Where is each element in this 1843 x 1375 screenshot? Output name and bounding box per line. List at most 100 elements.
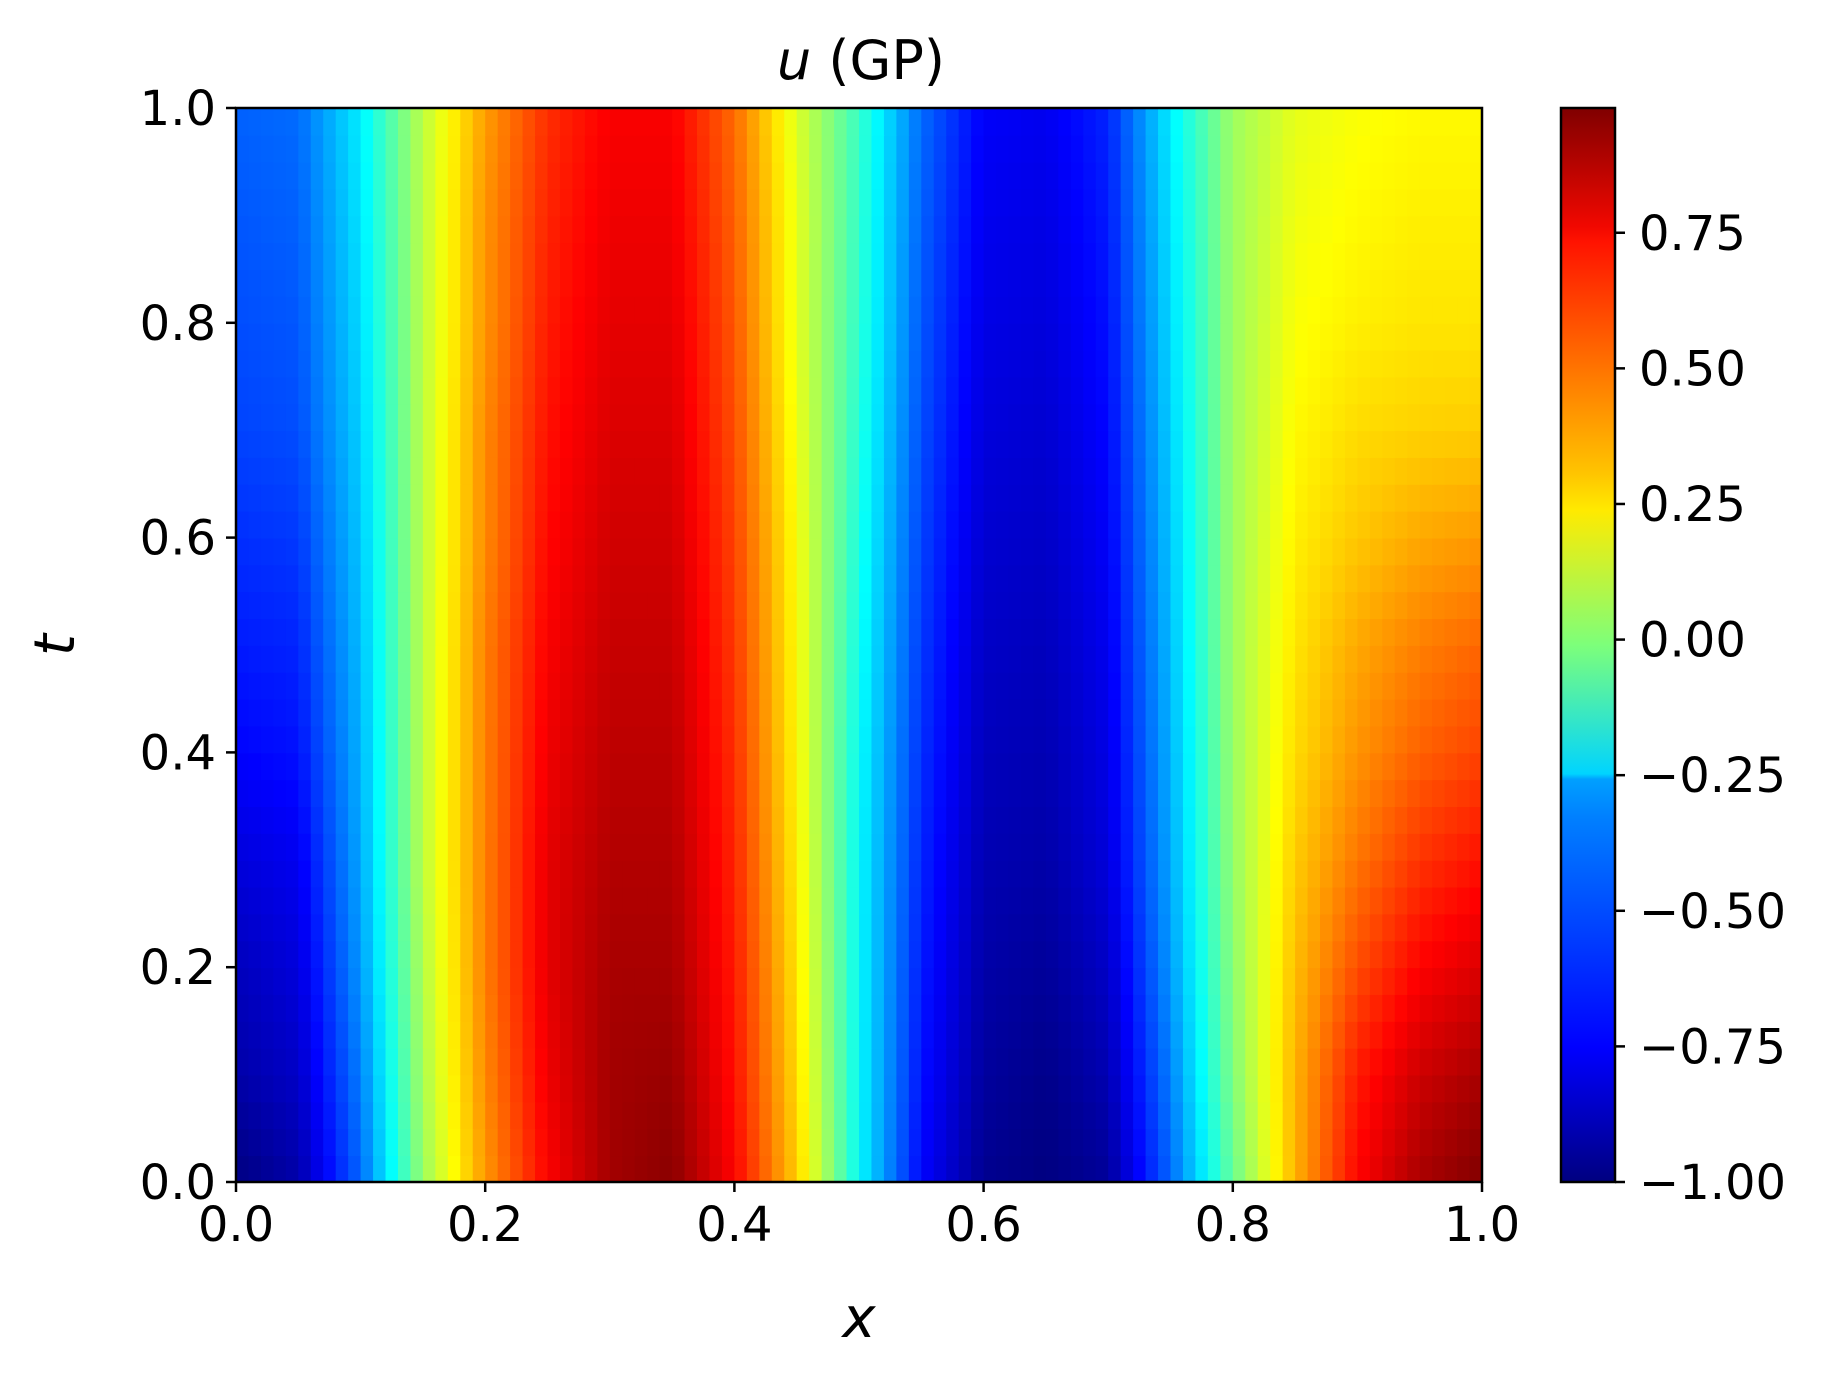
heatmap-cell: [697, 752, 711, 781]
heatmap-cell: [1382, 430, 1396, 458]
heatmap-cell: [784, 430, 798, 458]
heatmap-cell: [1295, 1101, 1309, 1130]
heatmap-cell: [609, 671, 624, 700]
heatmap-cell: [1407, 161, 1421, 190]
heatmap-cell: [248, 725, 262, 754]
heatmap-cell: [709, 242, 723, 270]
heatmap-cell: [360, 832, 374, 861]
heatmap-cell: [285, 1155, 300, 1183]
heatmap-cell: [933, 457, 948, 485]
heatmap-cell: [946, 725, 960, 754]
heatmap-cell: [996, 1101, 1010, 1130]
heatmap-cell: [1195, 564, 1209, 593]
heatmap-cell: [1357, 295, 1371, 324]
heatmap-cell: [1182, 1101, 1197, 1130]
heatmap-cell: [422, 403, 437, 432]
heatmap-cell: [572, 591, 586, 620]
heatmap-cell: [348, 322, 362, 351]
heatmap-cell: [1394, 215, 1409, 244]
heatmap-cell: [1158, 564, 1172, 593]
heatmap-cell: [1282, 134, 1296, 163]
heatmap-cell: [1307, 1047, 1321, 1076]
heatmap-cell: [584, 591, 599, 620]
heatmap-cell: [1369, 1155, 1384, 1183]
heatmap-cell: [1133, 806, 1147, 834]
heatmap-cell: [535, 269, 549, 297]
heatmap-cell: [584, 457, 599, 485]
heatmap-cell: [672, 483, 686, 512]
heatmap-cell: [559, 645, 574, 673]
heatmap-cell: [1320, 967, 1334, 995]
heatmap-cell: [908, 591, 923, 620]
heatmap-cell: [659, 967, 673, 995]
heatmap-cell: [348, 564, 362, 593]
heatmap-cell: [784, 188, 798, 217]
heatmap-cell: [1432, 1074, 1446, 1103]
heatmap-cell: [697, 1020, 711, 1049]
heatmap-cell: [460, 376, 474, 405]
heatmap-cell: [422, 886, 437, 915]
heatmap-cell: [1282, 886, 1296, 915]
heatmap-cell: [559, 322, 574, 351]
heatmap-cell: [946, 779, 960, 807]
heatmap-cell: [522, 483, 536, 512]
heatmap-cell: [535, 806, 549, 834]
heatmap-cell: [373, 215, 387, 244]
heatmap-cell: [1307, 967, 1321, 995]
heatmap-cell: [510, 752, 524, 781]
heatmap-cell: [1170, 1101, 1184, 1130]
heatmap-cell: [659, 994, 673, 1022]
heatmap-cell: [809, 537, 823, 566]
heatmap-cell: [1332, 725, 1346, 754]
heatmap-cell: [809, 1047, 823, 1076]
heatmap-cell: [1083, 671, 1097, 700]
heatmap-cell: [996, 483, 1010, 512]
heatmap-cell: [385, 537, 399, 566]
heatmap-cell: [1320, 1101, 1334, 1130]
heatmap-cell: [572, 1020, 586, 1049]
heatmap-cell: [335, 161, 350, 190]
heatmap-cell: [1307, 886, 1321, 915]
heatmap-cell: [809, 1020, 823, 1049]
heatmap-cell: [1295, 457, 1309, 485]
heatmap-cell: [360, 215, 374, 244]
heatmap-cell: [510, 618, 524, 646]
heatmap-cell: [1282, 269, 1296, 297]
heatmap-cell: [709, 322, 723, 351]
heatmap-cell: [809, 188, 823, 217]
heatmap-cell: [1095, 779, 1110, 807]
heatmap-cell: [1033, 725, 1047, 754]
heatmap-cell: [547, 215, 561, 244]
heatmap-cell: [1270, 725, 1284, 754]
heatmap-cell: [996, 108, 1010, 136]
heatmap-cell: [422, 859, 437, 888]
heatmap-cell: [746, 940, 761, 969]
heatmap-cell: [659, 886, 673, 915]
heatmap-cell: [335, 349, 350, 378]
heatmap-cell: [1382, 349, 1396, 378]
heatmap-cell: [1382, 161, 1396, 190]
heatmap-cell: [647, 806, 661, 834]
heatmap-cell: [1158, 215, 1172, 244]
plot-frame: [234, 106, 1484, 1184]
heatmap-cell: [597, 752, 611, 781]
heatmap-cell: [1232, 618, 1247, 646]
heatmap-cell: [472, 403, 487, 432]
heatmap-cell: [1133, 618, 1147, 646]
heatmap-cell: [1045, 618, 1060, 646]
heatmap-cell: [1307, 994, 1321, 1022]
heatmap-cell: [1245, 1155, 1259, 1183]
heatmap-cell: [472, 618, 487, 646]
heatmap-cell: [1419, 161, 1434, 190]
heatmap-cell: [1394, 242, 1409, 270]
heatmap-cell: [572, 994, 586, 1022]
heatmap-cell: [1469, 940, 1483, 969]
heatmap-cell: [248, 1020, 262, 1049]
heatmap-cell: [1145, 994, 1159, 1022]
heatmap-cell: [447, 806, 462, 834]
heatmap-cell: [883, 403, 898, 432]
heatmap-cell: [323, 1128, 337, 1157]
heatmap-cell: [1033, 671, 1047, 700]
heatmap-cell: [522, 188, 536, 217]
heatmap-cell: [846, 403, 860, 432]
